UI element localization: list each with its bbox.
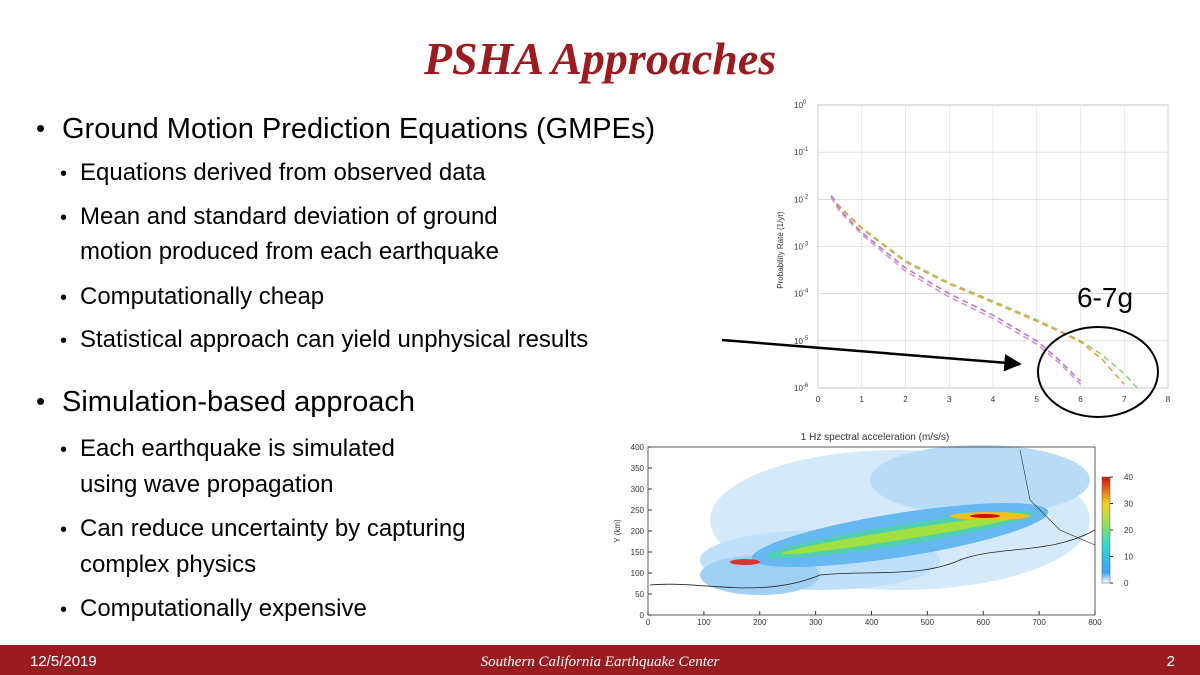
y-tick-label: 0 xyxy=(640,611,645,620)
x-tick-label: 4 xyxy=(991,395,996,404)
hazard-curve xyxy=(830,195,1125,385)
sub-bullet: using wave propagation xyxy=(80,471,334,498)
y-tick-label: 100 xyxy=(631,569,645,578)
hazard-curve xyxy=(830,196,1082,385)
sub-bullet: Statistical approach can yield unphysica… xyxy=(80,326,588,353)
y-tick-label: 10-1 xyxy=(794,147,809,157)
tick-exponent: -2 xyxy=(803,194,809,200)
bullet-dot: • xyxy=(60,287,67,309)
y-tick-label: 400 xyxy=(631,443,645,452)
footer-bar xyxy=(0,645,1200,675)
footer-date: 12/5/2019 xyxy=(30,653,97,670)
tick-exponent: -6 xyxy=(803,383,809,389)
bullet-dot: • xyxy=(60,599,67,621)
y-tick-label: 350 xyxy=(631,464,645,473)
tick-base: 10 xyxy=(794,243,803,252)
y-tick-label: 10-6 xyxy=(794,383,809,393)
slide-title: PSHA Approaches xyxy=(423,33,776,84)
bullet-dot: • xyxy=(60,519,67,541)
highlight-circle xyxy=(1037,326,1159,418)
bullet: Ground Motion Prediction Equations (GMPE… xyxy=(62,113,655,145)
footer-page: 2 xyxy=(1167,653,1175,670)
x-tick-label: 200 xyxy=(753,618,767,627)
tick-base: 10 xyxy=(794,384,803,393)
sub-bullet: Can reduce uncertainty by capturing xyxy=(80,515,466,542)
colorbar-label: 10 xyxy=(1124,553,1133,562)
bullet-dot: • xyxy=(60,207,67,229)
sub-bullet: Computationally expensive xyxy=(80,595,367,622)
x-tick-label: 0 xyxy=(646,618,651,627)
colorbar-label: 30 xyxy=(1124,500,1133,509)
y-tick-label: 150 xyxy=(631,548,645,557)
tick-exponent: -5 xyxy=(803,336,809,342)
x-tick-label: 7 xyxy=(1122,395,1127,404)
x-tick-label: 600 xyxy=(977,618,991,627)
x-tick-label: 5 xyxy=(1035,395,1040,404)
y-axis-label: Y (km) xyxy=(613,519,622,543)
tick-base: 10 xyxy=(794,148,803,157)
bullet-dot: • xyxy=(36,113,45,143)
bullet-dot: • xyxy=(36,386,45,416)
y-tick-label: 250 xyxy=(631,506,645,515)
colorbar-label: 20 xyxy=(1124,526,1133,535)
bullet-dot: • xyxy=(60,330,67,352)
x-tick-label: 6 xyxy=(1078,395,1083,404)
x-tick-label: 8 xyxy=(1166,395,1171,404)
colorbar-label: 40 xyxy=(1124,473,1133,482)
colorbar-label: 0 xyxy=(1124,579,1129,588)
tick-base: 10 xyxy=(794,337,803,346)
arrow xyxy=(721,338,1022,372)
tick-base: 10 xyxy=(794,290,803,299)
y-tick-label: 10-5 xyxy=(794,336,809,346)
y-tick-label: 10-4 xyxy=(794,289,809,299)
tick-exponent: 0 xyxy=(803,100,807,106)
sub-bullet: motion produced from each earthquake xyxy=(80,238,499,265)
y-tick-label: 300 xyxy=(631,485,645,494)
colorbar xyxy=(1101,476,1111,584)
y-tick-label: 50 xyxy=(635,590,644,599)
sub-bullet: Each earthquake is simulated xyxy=(80,435,395,462)
y-tick-label: 200 xyxy=(631,527,645,536)
x-tick-label: 1 xyxy=(860,395,865,404)
x-tick-label: 400 xyxy=(865,618,879,627)
sub-bullet: Equations derived from observed data xyxy=(80,159,486,186)
sub-bullet: complex physics xyxy=(80,551,256,578)
y-tick-label: 10-3 xyxy=(794,242,809,252)
sub-bullet: Computationally cheap xyxy=(80,283,324,310)
x-tick-label: 0 xyxy=(816,395,821,404)
bullet-dot: • xyxy=(60,439,67,461)
tick-base: 10 xyxy=(794,195,803,204)
hazard-curve xyxy=(830,195,1138,389)
annotation: 6-7g xyxy=(1077,282,1133,313)
tick-base: 10 xyxy=(794,101,803,110)
bullet-list: • Ground Motion Prediction Equations (GM… xyxy=(36,113,655,622)
y-axis-label: Probability Rate (1/yr) xyxy=(776,211,785,289)
x-tick-label: 800 xyxy=(1088,618,1102,627)
x-tick-label: 300 xyxy=(809,618,823,627)
bullet-dot: • xyxy=(60,163,67,185)
y-tick-label: 100 xyxy=(794,100,807,110)
x-tick-label: 2 xyxy=(903,395,908,404)
hazard-curve xyxy=(830,195,1082,382)
x-tick-label: 500 xyxy=(921,618,935,627)
spectral-map: 1 Hz spectral acceleration (m/s/s) Y (km… xyxy=(613,432,1133,627)
x-tick-label: 100 xyxy=(697,618,711,627)
x-tick-label: 700 xyxy=(1032,618,1046,627)
x-tick-label: 3 xyxy=(947,395,952,404)
sub-bullet: Mean and standard deviation of ground xyxy=(80,203,498,230)
hazard-chart: Probability Rate (1/yr) 0 1 2 3 4 5 6 7 810010-1… xyxy=(776,100,1171,404)
map-field xyxy=(649,445,1096,595)
tick-exponent: -1 xyxy=(803,147,809,153)
tick-exponent: -3 xyxy=(803,242,809,248)
tick-exponent: -4 xyxy=(803,289,809,295)
bullet: Simulation-based approach xyxy=(62,386,415,418)
map-title: 1 Hz spectral acceleration (m/s/s) xyxy=(801,432,949,443)
footer-org: Southern California Earthquake Center xyxy=(481,654,720,670)
y-tick-label: 10-2 xyxy=(794,194,809,204)
